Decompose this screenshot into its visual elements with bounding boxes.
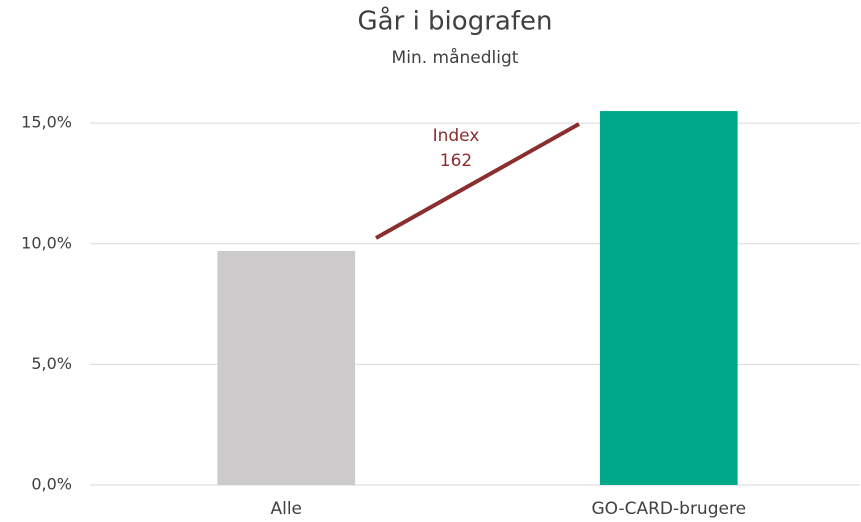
y-tick-label: 5,0% <box>31 354 72 373</box>
y-tick-label: 0,0% <box>31 475 72 494</box>
annotation-text: Index <box>433 126 480 146</box>
y-tick-label: 15,0% <box>21 113 72 132</box>
chart-subtitle: Min. månedligt <box>392 47 519 68</box>
y-tick-label: 10,0% <box>21 233 72 252</box>
x-tick-label: GO-CARD-brugere <box>591 499 746 519</box>
annotation-line <box>375 122 580 240</box>
x-tick-label: Alle <box>270 499 302 519</box>
bar <box>599 111 738 485</box>
chart-title: Går i biografen <box>358 6 553 37</box>
annotation-text: 162 <box>440 151 472 171</box>
bar <box>217 250 356 485</box>
